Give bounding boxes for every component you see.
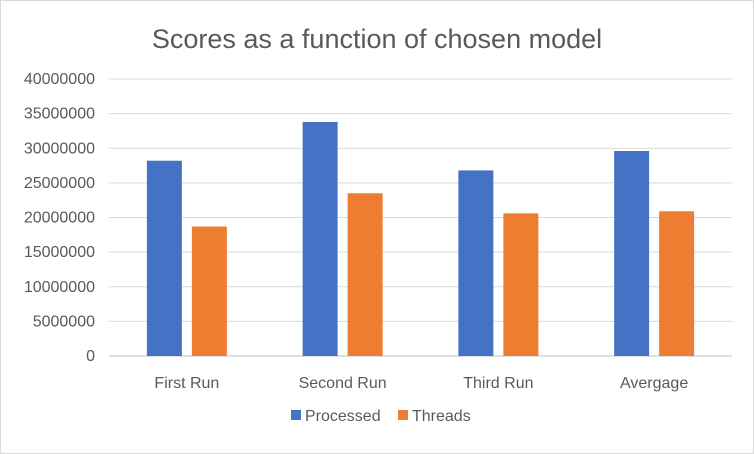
bar-processed-3 [614,151,650,356]
legend-swatch-threads [398,410,408,420]
y-tick-label: 5000000 [33,313,95,330]
y-tick-label: 35000000 [24,106,95,123]
y-tick-label: 40000000 [24,71,95,88]
x-category-label: Avergage [620,375,688,392]
chart-title: Scores as a function of chosen model [152,24,602,54]
y-tick-label: 10000000 [24,279,95,296]
y-tick-label: 0 [86,348,95,365]
y-axis-ticks: 0 5000000 10000000 15000000 20000000 25000000… [24,71,95,365]
bar-processed-2 [458,170,494,356]
bar-threads-1 [347,193,383,356]
legend-label-processed: Processed [305,408,381,425]
y-tick-label: 15000000 [24,244,95,261]
bars [146,121,695,356]
legend: Processed Threads [291,408,471,425]
bar-processed-0 [146,160,182,356]
bar-processed-1 [302,121,338,356]
y-tick-label: 25000000 [24,175,95,192]
y-tick-label: 20000000 [24,210,95,227]
bar-threads-0 [191,226,227,356]
bar-threads-2 [503,213,539,356]
bar-threads-3 [659,211,695,356]
x-axis-categories: First Run Second Run Third Run Avergage [154,375,688,392]
x-category-label: Second Run [299,375,387,392]
x-category-label: First Run [154,375,219,392]
x-category-label: Third Run [463,375,533,392]
legend-label-threads: Threads [412,408,471,425]
legend-swatch-processed [291,410,301,420]
y-tick-label: 30000000 [24,140,95,157]
